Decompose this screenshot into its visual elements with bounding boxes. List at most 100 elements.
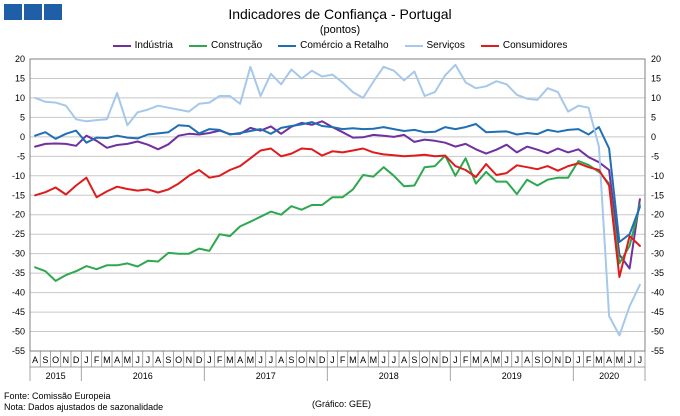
legend-item-consumidores: Consumidores	[480, 40, 568, 51]
x-tick-label: A	[606, 355, 612, 365]
x-tick-label: M	[616, 355, 624, 365]
x-tick-label: J	[576, 355, 581, 365]
y-tick-label-left: -20	[12, 210, 25, 220]
legend-label: Indústria	[134, 40, 173, 51]
logo-block	[24, 4, 42, 20]
y-tick-label-left: -10	[12, 171, 25, 181]
y-tick-label-left: 20	[15, 54, 25, 64]
legend-label: Consumidores	[502, 40, 568, 51]
y-tick-label-right: -55	[651, 346, 664, 356]
x-tick-label: J	[381, 355, 386, 365]
y-tick-label-left: 0	[20, 132, 25, 142]
y-tick-label-left: -5	[17, 151, 25, 161]
y-tick-label-left: -35	[12, 268, 25, 278]
x-tick-label: F	[340, 355, 346, 365]
y-tick-label-left: -40	[12, 288, 25, 298]
series-line-servicos	[34, 63, 641, 337]
legend-swatch	[112, 44, 131, 47]
x-tick-label: N	[63, 355, 70, 365]
y-tick-label-right: -5	[651, 151, 659, 161]
x-tick-label: A	[32, 355, 38, 365]
brand-logo	[4, 4, 62, 20]
x-tick-label: A	[155, 355, 161, 365]
logo-block	[4, 4, 22, 20]
x-tick-label: M	[493, 355, 501, 365]
x-tick-label: J	[84, 355, 89, 365]
y-tick-label-right: -45	[651, 307, 664, 317]
x-tick-label: N	[309, 355, 316, 365]
x-tick-label: M	[472, 355, 480, 365]
x-tick-label: F	[463, 355, 469, 365]
legend-item-servicos: Serviços	[404, 40, 465, 51]
x-tick-label: J	[638, 355, 643, 365]
y-tick-label-right: 0	[651, 132, 656, 142]
y-tick-label-right: 20	[651, 54, 661, 64]
x-tick-label: N	[432, 355, 439, 365]
year-label: 2020	[599, 371, 619, 381]
legend-swatch	[404, 44, 423, 47]
x-tick-label: O	[52, 355, 59, 365]
y-tick-label-right: -40	[651, 288, 664, 298]
y-tick-label-left: -15	[12, 190, 25, 200]
x-tick-label: J	[392, 355, 397, 365]
y-tick-label-left: 5	[20, 112, 25, 122]
x-tick-label: J	[207, 355, 212, 365]
year-label: 2018	[379, 371, 399, 381]
x-tick-label: D	[319, 355, 326, 365]
series-line-construcao	[34, 154, 641, 282]
x-tick-label: D	[73, 355, 80, 365]
x-tick-label: A	[278, 355, 284, 365]
y-tick-label-right: -35	[651, 268, 664, 278]
y-tick-label-right: -50	[651, 327, 664, 337]
legend-item-industria: Indústria	[112, 40, 173, 51]
x-tick-label: S	[411, 355, 417, 365]
legend-item-construcao: Construção	[189, 40, 262, 51]
legend-label: Construção	[211, 40, 263, 51]
y-tick-label-left: -55	[12, 346, 25, 356]
y-tick-label-left: -50	[12, 327, 25, 337]
y-tick-label-right: 5	[651, 112, 656, 122]
year-label: 2019	[502, 371, 522, 381]
x-tick-label: D	[442, 355, 449, 365]
x-tick-label: M	[349, 355, 357, 365]
legend-swatch	[189, 44, 207, 47]
y-tick-label-right: -10	[651, 171, 664, 181]
y-tick-label-left: -30	[12, 249, 25, 259]
x-tick-label: S	[42, 355, 48, 365]
x-tick-label: J	[269, 355, 274, 365]
logo-block	[44, 4, 62, 20]
series-line-consumidores	[34, 147, 641, 278]
legend-swatch	[480, 44, 499, 47]
x-tick-label: A	[524, 355, 530, 365]
plot-frame	[29, 58, 646, 352]
x-tick-label: S	[288, 355, 294, 365]
chart-subtitle: (pontos)	[319, 24, 361, 36]
y-tick-label-right: -20	[651, 210, 664, 220]
x-tick-label: D	[196, 355, 203, 365]
y-tick-label-left: 15	[15, 73, 25, 83]
footer-notes: Fonte: Comissão Europeia Nota: Dados aju…	[4, 391, 163, 413]
adjustment-note: Nota: Dados ajustados de sazonalidade	[4, 402, 164, 412]
x-tick-label: J	[627, 355, 632, 365]
year-label: 2016	[133, 371, 153, 381]
y-tick-label-left: -25	[12, 229, 25, 239]
x-tick-label: M	[247, 355, 255, 365]
x-tick-label: F	[94, 355, 100, 365]
x-tick-label: M	[370, 355, 378, 365]
y-tick-label-left: -45	[12, 307, 25, 317]
x-tick-label: N	[555, 355, 562, 365]
x-tick-label: D	[565, 355, 572, 365]
y-tick-label-right: -15	[651, 190, 664, 200]
source-note: Fonte: Comissão Europeia	[4, 391, 111, 401]
legend-label: Comércio a Retalho	[300, 40, 389, 51]
x-tick-label: A	[483, 355, 489, 365]
x-tick-label: J	[453, 355, 458, 365]
chart-legend: Indústria Construção Comércio a Retalho …	[0, 40, 680, 51]
chart-credit: (Gráfico: GEE)	[312, 399, 372, 409]
year-label: 2017	[256, 371, 276, 381]
x-tick-label: A	[237, 355, 243, 365]
x-tick-label: J	[515, 355, 520, 365]
y-tick-label-right: 10	[651, 93, 661, 103]
x-tick-label: M	[595, 355, 603, 365]
